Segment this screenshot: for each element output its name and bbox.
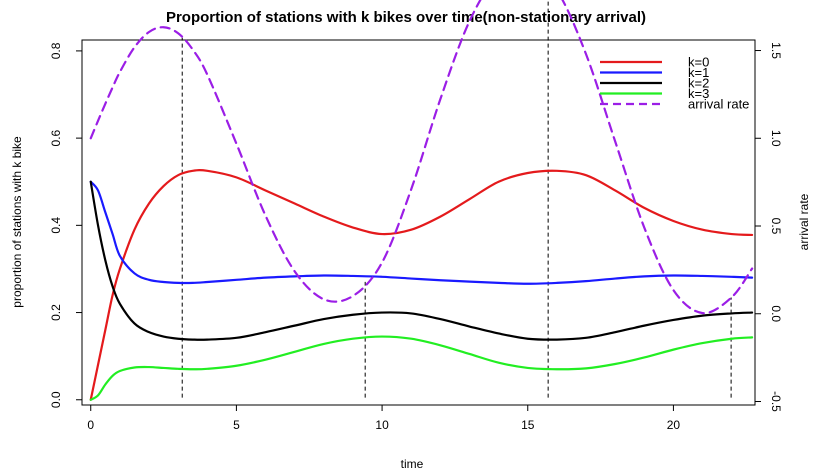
y-tick-label-2: 0.4 [49,217,63,234]
x-tick-label-3: 15 [521,418,535,432]
y2-tick-label-1: 0.0 [769,305,783,322]
series-line-4 [89,0,754,315]
x-axis-label: time [401,457,424,471]
y-tick-label-4: 0.8 [49,42,63,59]
x-tick-label-1: 5 [233,418,240,432]
legend-label-4: arrival rate [688,97,749,112]
x-axis: 0 5 10 15 20 [87,404,681,432]
y-axis-left: 0.0 0.2 0.4 0.6 0.8 [49,42,83,408]
series-line-0 [89,169,754,401]
y2-tick-label-3: 1.0 [769,130,783,147]
legend-label-0: k=0 [688,55,709,70]
x-tick-label-0: 0 [87,418,94,432]
y-axis-label: proportion of stations with k bike [10,136,24,308]
legend-label-2: k=2 [688,76,709,91]
y-tick-label-3: 0.6 [49,129,63,146]
chart-title: Proportion of stations with k bikes over… [166,9,646,26]
x-tick-label-2: 10 [375,418,389,432]
vertical-reference-lines [181,0,732,398]
y2-axis-label: arrival rate [797,193,811,250]
series-layer [89,0,754,401]
y-axis-right: -0.5 0.0 0.5 1.0 1.5 [754,42,783,412]
plot-frame [81,39,756,406]
series-line-2 [89,180,754,341]
y-tick-label-0: 0.0 [49,391,63,408]
series-line-3 [89,335,754,401]
y2-tick-label-2: 0.5 [769,218,783,235]
x-tick-label-4: 20 [667,418,681,432]
y2-tick-label-0: -0.5 [769,391,783,412]
series-line-1 [89,180,754,285]
y-tick-label-1: 0.2 [49,304,63,321]
legend-label-1: k=1 [688,65,709,80]
y2-tick-label-4: 1.5 [769,42,783,59]
legend-label-3: k=3 [688,86,709,101]
